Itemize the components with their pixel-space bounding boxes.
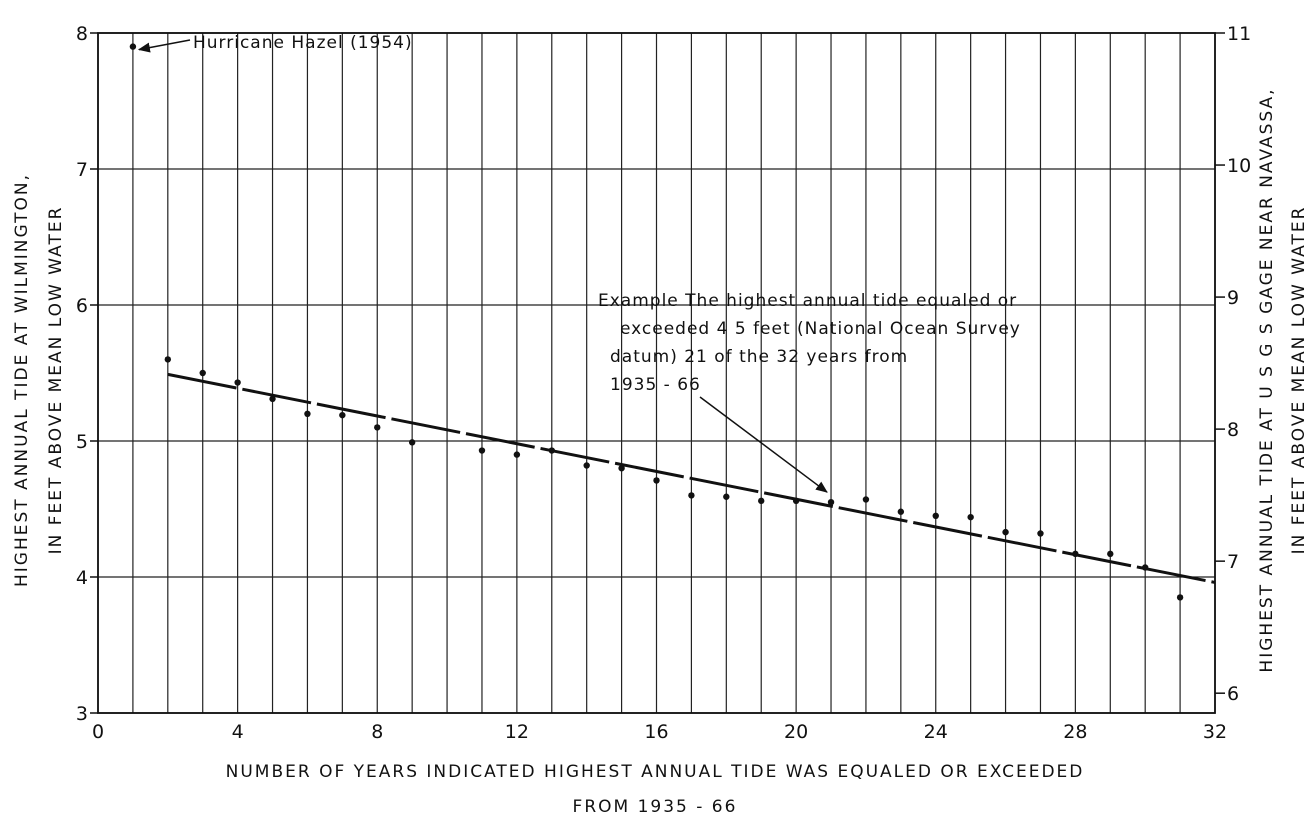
data-point [1072, 550, 1079, 558]
data-points [129, 43, 1184, 601]
data-point [339, 411, 346, 419]
data-point [513, 451, 521, 458]
x-tick-label: 12 [505, 721, 529, 743]
data-point [618, 465, 625, 472]
example-arrow [699, 396, 828, 493]
data-point [827, 499, 835, 506]
right-y-tick-label: 6 [1227, 683, 1239, 705]
data-point [548, 447, 555, 454]
left-y-tick-label: 7 [76, 159, 88, 181]
data-point [653, 477, 660, 484]
plot-frame [90, 32, 1225, 714]
data-point [897, 508, 905, 515]
x-tick-label: 28 [1063, 721, 1087, 743]
grid [97, 32, 1216, 714]
x-tick-label: 32 [1203, 721, 1227, 743]
left-y-tick-label: 6 [76, 295, 88, 317]
x-tick-labels: 0 4 8 12 16 20 24 28 32 [92, 721, 1227, 743]
x-tick-label: 4 [232, 721, 244, 743]
right-y-tick-label: 11 [1227, 23, 1251, 45]
data-point [478, 447, 486, 454]
left-y-tick-label: 3 [76, 703, 88, 725]
hurricane-arrow [137, 39, 191, 53]
data-point [1037, 530, 1044, 537]
right-y-tick-label: 8 [1227, 419, 1239, 441]
data-point [792, 497, 800, 505]
x-axis-label-line1: NUMBER OF YEARS INDICATED HIGHEST ANNUAL… [226, 762, 1085, 782]
data-point [269, 395, 276, 403]
left-y-tick-label: 5 [76, 431, 88, 453]
data-point [1002, 528, 1009, 536]
x-axis-label-line2: FROM 1935 - 66 [573, 797, 738, 817]
data-point [1141, 564, 1149, 571]
x-tick-label: 20 [784, 721, 808, 743]
data-point [583, 462, 590, 469]
hurricane-annotation: Hurricane Hazel (1954) [193, 33, 413, 53]
example-annotation-line1: Example The highest annual tide equaled … [598, 291, 1017, 311]
right-y-axis-label-line1: HIGHEST ANNUAL TIDE AT U S G S GAGE NEAR… [1257, 87, 1277, 672]
right-y-tick-label: 9 [1227, 287, 1239, 309]
data-point [374, 424, 381, 431]
left-y-tick-label: 4 [76, 567, 88, 589]
right-y-tick-labels: 6 7 8 9 10 11 [1227, 23, 1251, 705]
data-point [304, 410, 311, 417]
example-annotation-line2: exceeded 4 5 feet (National Ocean Survey [620, 319, 1021, 339]
x-tick-label: 8 [371, 721, 383, 743]
data-point [234, 379, 241, 386]
plot-border [97, 32, 1216, 714]
data-point [1107, 550, 1114, 558]
data-point [129, 43, 137, 50]
trend-line-group [167, 372, 1216, 584]
right-y-tick-label: 7 [1227, 551, 1239, 573]
trend-line [167, 372, 1216, 584]
data-point [723, 493, 730, 500]
data-point [408, 439, 416, 446]
data-point [164, 356, 172, 363]
left-y-axis-label-line2: IN FEET ABOVE MEAN LOW WATER [46, 206, 66, 555]
data-point [758, 497, 765, 505]
right-y-axis-label-line2: IN FEET ABOVE MEAN LOW WATER [1289, 206, 1309, 555]
left-y-axis-label-line1: HIGHEST ANNUAL TIDE AT WILMINGTON, [12, 173, 32, 587]
x-tick-label: 0 [92, 721, 104, 743]
x-tick-label: 24 [924, 721, 948, 743]
data-point [967, 513, 974, 521]
data-point [199, 369, 206, 377]
data-point [688, 492, 695, 499]
example-annotation-line4: 1935 - 66 [610, 375, 701, 395]
data-point [862, 496, 870, 503]
data-point [932, 512, 939, 519]
x-tick-label: 16 [644, 721, 668, 743]
data-point [1176, 594, 1184, 601]
left-y-tick-label: 8 [76, 23, 88, 45]
left-y-tick-labels: 3 4 5 6 7 8 [76, 23, 88, 725]
right-y-tick-label: 10 [1227, 155, 1251, 177]
example-annotation-line3: datum) 21 of the 32 years from [610, 347, 908, 367]
